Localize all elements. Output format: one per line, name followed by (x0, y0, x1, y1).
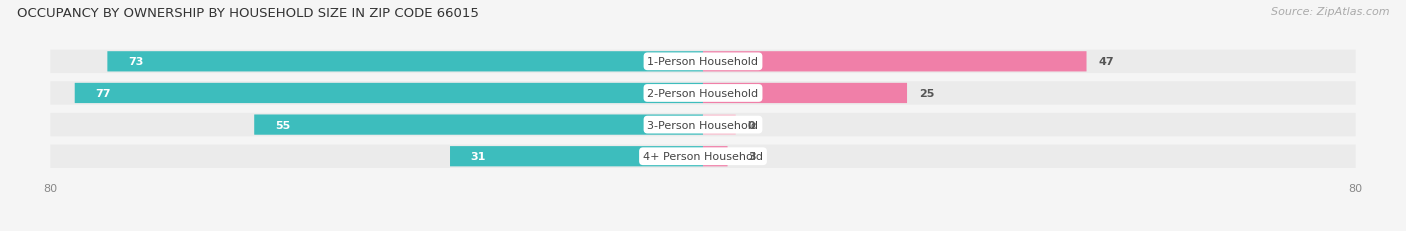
FancyBboxPatch shape (51, 82, 1355, 105)
Text: 3-Person Household: 3-Person Household (648, 120, 758, 130)
FancyBboxPatch shape (703, 52, 1087, 72)
FancyBboxPatch shape (51, 145, 1355, 168)
FancyBboxPatch shape (703, 115, 735, 135)
FancyBboxPatch shape (107, 52, 703, 72)
FancyBboxPatch shape (703, 146, 727, 167)
Text: 1-Person Household: 1-Person Household (648, 57, 758, 67)
FancyBboxPatch shape (254, 115, 703, 135)
Text: 4+ Person Household: 4+ Person Household (643, 152, 763, 161)
Text: 77: 77 (96, 88, 111, 99)
FancyBboxPatch shape (703, 83, 907, 104)
Text: 31: 31 (471, 152, 486, 161)
Text: 3: 3 (748, 152, 755, 161)
FancyBboxPatch shape (75, 83, 703, 104)
Text: 2-Person Household: 2-Person Household (647, 88, 759, 99)
Text: 0: 0 (748, 120, 755, 130)
FancyBboxPatch shape (51, 113, 1355, 137)
Text: 73: 73 (128, 57, 143, 67)
FancyBboxPatch shape (51, 50, 1355, 74)
FancyBboxPatch shape (450, 146, 703, 167)
Text: Source: ZipAtlas.com: Source: ZipAtlas.com (1271, 7, 1389, 17)
Text: 55: 55 (274, 120, 290, 130)
Text: 47: 47 (1098, 57, 1115, 67)
Text: OCCUPANCY BY OWNERSHIP BY HOUSEHOLD SIZE IN ZIP CODE 66015: OCCUPANCY BY OWNERSHIP BY HOUSEHOLD SIZE… (17, 7, 479, 20)
Text: 25: 25 (920, 88, 935, 99)
